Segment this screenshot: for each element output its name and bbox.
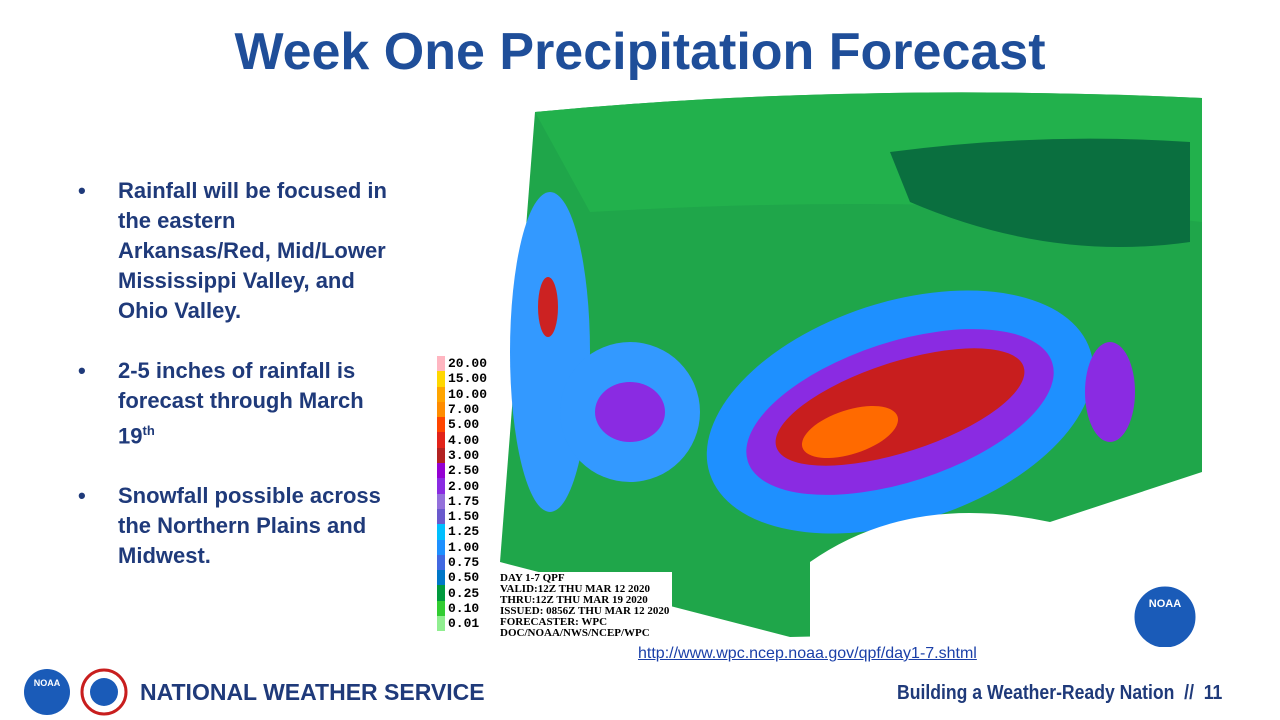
legend-row: 15.00 — [437, 371, 488, 387]
noaa-map-logo-text: NOAA — [1149, 598, 1181, 610]
info-line: DAY 1-7 QPF — [500, 572, 565, 584]
bullet-superscript: th — [142, 423, 155, 438]
legend-swatch — [437, 570, 445, 586]
legend-label: 7.00 — [448, 402, 480, 418]
legend-row: 1.25 — [437, 524, 487, 540]
legend-label: 20.00 — [448, 356, 488, 372]
legend-row: 7.00 — [437, 401, 487, 418]
legend-swatch — [437, 585, 445, 601]
org-name: NATIONAL WEATHER SERVICE — [140, 679, 485, 705]
footer-tagline: Building a Weather-Ready Nation // 11 — [897, 682, 1223, 704]
legend-label: 1.75 — [448, 493, 480, 509]
legend-row: 20.00 — [437, 356, 488, 372]
legend-label: 10.00 — [448, 386, 488, 402]
info-line: VALID:12Z THU MAR 12 2020 — [500, 583, 650, 595]
legend-label: 0.50 — [448, 570, 480, 586]
info-line: ISSUED: 0856Z THU MAR 12 2020 — [500, 605, 670, 617]
info-line: DOC/NOAA/NWS/NCEP/WPC — [500, 627, 650, 639]
legend-label: 0.75 — [448, 555, 480, 570]
legend-row: 0.10 — [437, 600, 487, 617]
bullet: Snowfall possible across the Northern Pl… — [78, 481, 393, 571]
bullet-text: Snowfall possible across the Northern Pl… — [118, 483, 381, 569]
legend-row: 5.00 — [437, 417, 487, 433]
legend-swatch — [437, 616, 445, 632]
legend-label: 15.00 — [448, 371, 488, 387]
bullet: Rainfall will be focused in the eastern … — [78, 176, 393, 326]
map-legend: 20.00 15.00 10.00 7.00 5.00 4.00 3.00 2.50 2.00 1… — [437, 356, 488, 632]
legend-swatch — [437, 371, 445, 387]
legend-label: 3.00 — [448, 447, 480, 463]
noaa-logo-text: NOAA — [34, 678, 61, 688]
precip-map: NOAA — [500, 92, 1202, 647]
legend-swatch — [437, 386, 445, 402]
bullet-text: 2-5 inches of rainfall is forecast throu… — [118, 358, 364, 449]
bullet: 2-5 inches of rainfall is forecast throu… — [78, 356, 393, 451]
legend-row: 10.00 — [437, 386, 488, 402]
legend-row: 1.50 — [437, 508, 487, 525]
legend-row: 1.75 — [437, 493, 487, 509]
legend-label: 0.01 — [448, 616, 480, 632]
legend-row: 2.50 — [437, 463, 487, 479]
legend-row: 0.50 — [437, 570, 487, 586]
legend-label: 1.50 — [448, 509, 480, 525]
legend-label: 1.25 — [448, 524, 480, 540]
legend-swatch — [437, 600, 445, 617]
legend-label: 1.00 — [448, 539, 480, 555]
legend-label: 2.50 — [448, 463, 480, 479]
map-info-box: DAY 1-7 QPF VALID:12Z THU MAR 12 2020 THRU… — [497, 572, 673, 640]
sierra-heavy — [538, 277, 558, 337]
legend-swatch — [437, 401, 445, 418]
slide-title: Week One Precipitation Forecast — [234, 23, 1046, 81]
legend-row: 4.00 — [437, 432, 487, 448]
legend-swatch — [437, 478, 445, 494]
great-lakes-region — [890, 138, 1190, 247]
legend-swatch — [437, 508, 445, 525]
legend-row: 2.00 — [437, 478, 487, 494]
legend-row: 1.00 — [437, 539, 487, 555]
legend-swatch — [437, 524, 445, 540]
source-link[interactable]: http://www.wpc.ncep.noaa.gov/qpf/day1-7.… — [638, 645, 977, 662]
legend-swatch — [437, 432, 445, 448]
legend-row: 0.01 — [437, 616, 487, 632]
legend-swatch — [437, 463, 445, 479]
west-coast-rain — [510, 192, 590, 512]
legend-label: 0.10 — [448, 600, 480, 616]
main-rain-max — [801, 405, 899, 459]
bullet-list: Rainfall will be focused in the eastern … — [78, 176, 393, 601]
legend-label: 0.25 — [448, 585, 480, 601]
info-line: FORECASTER: WPC — [500, 616, 608, 628]
noaa-logo — [24, 669, 70, 715]
legend-swatch — [437, 447, 445, 464]
legend-row: 3.00 — [437, 447, 487, 464]
legend-swatch — [437, 493, 445, 509]
east-coast-rain — [1085, 342, 1135, 442]
legend-swatch — [437, 417, 445, 433]
legend-row: 0.75 — [437, 554, 487, 571]
legend-label: 5.00 — [448, 417, 480, 433]
legend-row: 0.25 — [437, 585, 487, 601]
noaa-map-logo — [1131, 583, 1199, 647]
info-line: THRU:12Z THU MAR 19 2020 — [500, 594, 648, 606]
legend-swatch — [437, 356, 445, 372]
legend-swatch — [437, 554, 445, 571]
southwest-heavy — [595, 382, 665, 442]
legend-label: 2.00 — [448, 478, 480, 494]
legend-swatch — [437, 539, 445, 555]
legend-label: 4.00 — [448, 432, 480, 448]
gulf-ocean — [810, 472, 1202, 637]
bullet-text: Rainfall will be focused in the eastern … — [118, 178, 387, 323]
footer-logos: NOAA — [24, 668, 128, 716]
nws-logo-center — [90, 678, 118, 706]
